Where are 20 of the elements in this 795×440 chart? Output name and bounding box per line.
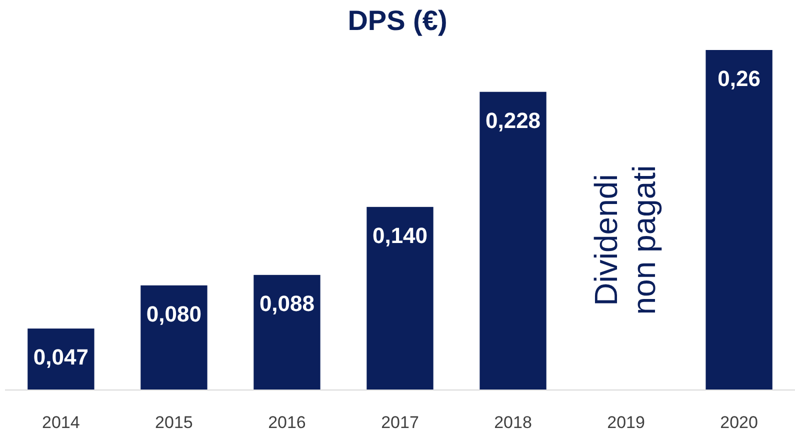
x-tick-label: 2016 <box>268 413 306 432</box>
bar <box>480 92 546 390</box>
data-label: 0,140 <box>372 222 428 248</box>
bar <box>366 206 434 390</box>
data-label: 0,26 <box>718 66 760 91</box>
chart-title: DPS (€) <box>348 5 448 36</box>
x-tick-label: 2019 <box>607 413 645 432</box>
bar <box>706 50 772 390</box>
x-tick-label: 2018 <box>494 413 532 432</box>
bar <box>254 274 320 390</box>
data-label: 0,228 <box>485 108 541 133</box>
data-label: 0,088 <box>259 290 315 316</box>
data-label: 0,047 <box>33 344 88 370</box>
bar <box>140 285 208 390</box>
x-tick-label: 2017 <box>381 413 419 432</box>
x-tick-label: 2014 <box>42 413 80 432</box>
data-label: 0,080 <box>146 301 202 326</box>
x-tick-label: 2020 <box>720 413 758 432</box>
x-tick-label: 2015 <box>155 413 193 432</box>
annotation: Dividendi non pagati <box>588 165 662 315</box>
